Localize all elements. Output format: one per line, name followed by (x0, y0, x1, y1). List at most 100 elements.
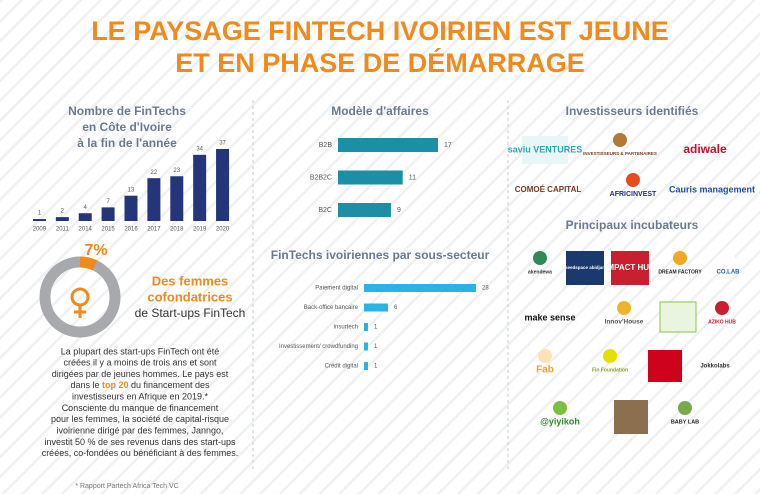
x-tick-label: 2020 (216, 227, 230, 233)
logo-icon (613, 133, 627, 147)
x-tick-label: 2014 (79, 227, 93, 233)
logo: COMOÉ CAPITAL (515, 185, 582, 194)
value-label: 4 (84, 205, 88, 211)
logo-icon (721, 251, 735, 265)
footnote: * Rapport Partech Africa Tech VC (75, 483, 178, 490)
category-label: Crédit digital (325, 364, 358, 370)
x-tick-label: 2017 (147, 227, 161, 233)
logo-icon (603, 349, 617, 363)
donut-segment (79, 256, 98, 271)
chart-title: à la fin de l'année (77, 136, 177, 150)
paragraph: créées, co-fondées ou bénéficiant à des … (42, 448, 239, 458)
bar (124, 195, 138, 221)
logo: saviu VENTURES (508, 144, 583, 154)
logo: akendewa (528, 269, 552, 275)
paragraph: investit 50 % de ses revenus dans des st… (44, 437, 236, 447)
value-label: 1 (38, 211, 42, 217)
chart-title: FinTechs ivoiriennes par sous-secteur (271, 248, 490, 262)
paragraph: dans le top 20 du financement des (70, 380, 210, 390)
logo-box (522, 136, 568, 164)
value-label: 7% (84, 242, 107, 259)
logo-icon (678, 401, 692, 415)
paragraph-segment: dans le (70, 380, 102, 390)
value-label: 1 (374, 364, 378, 370)
value-label: 2 (61, 209, 65, 215)
value-label: 7 (106, 199, 110, 205)
logo: DREAM FACTORY (658, 269, 702, 275)
logo-icon (715, 301, 729, 315)
donut-caption: Des femmes (152, 273, 229, 288)
logo-box (648, 350, 682, 382)
bar (338, 203, 391, 217)
value-label: 6 (394, 305, 398, 311)
logo-icon (673, 251, 687, 265)
value-label: 37 (219, 141, 226, 147)
x-tick-label: 2009 (33, 227, 47, 233)
logo-box (659, 301, 697, 333)
x-tick-label: 2018 (170, 227, 184, 233)
chart-title: en Côte d'Ivoire (82, 120, 172, 134)
logo-icon (553, 401, 567, 415)
category-label: Paiement digital (315, 286, 358, 292)
logo-box (611, 251, 649, 285)
chart-title: Modèle d'affaires (331, 104, 429, 118)
x-tick-label: 2011 (56, 227, 70, 233)
category-label: B2C (318, 207, 332, 214)
value-label: 1 (374, 325, 378, 331)
category-label: B2B2C (310, 174, 332, 181)
value-label: 9 (397, 207, 401, 214)
x-tick-label: 2016 (124, 227, 138, 233)
x-tick-label: 2019 (193, 227, 207, 233)
logo: @yiyikoh (540, 416, 580, 426)
logo: adiwale (683, 142, 727, 156)
bar (338, 170, 403, 185)
logo-box (614, 400, 648, 434)
logo: Fab (536, 365, 554, 376)
value-label: 22 (151, 170, 158, 176)
category-label: Insurtech (333, 325, 358, 331)
bar (364, 323, 368, 331)
title: LE PAYSAGE FINTECH IVOIRIEN EST JEUNE (91, 16, 669, 46)
bar (364, 342, 368, 351)
logo: BABY LAB (671, 419, 699, 425)
logo-box (566, 251, 604, 285)
bar (338, 138, 438, 152)
bar (364, 303, 388, 312)
bar (170, 176, 184, 221)
logo: Innov'House (605, 319, 644, 326)
logo: CO.LAB (717, 270, 741, 276)
category-label: Back-office bancaire (304, 305, 359, 311)
title: ET EN PHASE DE DÉMARRAGE (175, 47, 585, 78)
section-title: Principaux incubateurs (566, 218, 699, 232)
category-label: B2B (319, 142, 333, 149)
logo: Jokkolabs (700, 364, 730, 370)
value-label: 28 (482, 286, 489, 292)
bar (32, 219, 46, 221)
logo-icon (626, 173, 640, 187)
logo: IMPACT HUB (605, 263, 655, 272)
donut-caption: cofondatrices (147, 289, 232, 304)
paragraph: dirigées par de jeunes hommes. Le pays e… (52, 369, 229, 379)
logo: make sense (524, 312, 575, 322)
paragraph-segment: du financement des (128, 380, 210, 390)
value-label: 11 (409, 174, 416, 181)
logo-icon (538, 349, 552, 363)
paragraph: pour les femmes, la société de capital-r… (51, 414, 229, 424)
bar (193, 154, 207, 221)
chart-title: Nombre de FinTechs (68, 104, 186, 118)
logo: INVESTISSEURS & PARTENAIRES (583, 151, 657, 156)
bar (78, 213, 92, 221)
donut-caption: de Start-ups FinTech (135, 306, 246, 320)
bar (216, 149, 230, 221)
paragraph-segment: top 20 (102, 380, 129, 390)
paragraph: Consciente du manque de financement (62, 403, 219, 413)
logo: AZIKO HUB (708, 319, 736, 325)
bar (101, 207, 115, 221)
paragraph: créées il y a moins de trois ans et sont (63, 358, 217, 368)
bar (147, 178, 161, 221)
paragraph: investisseurs en Afrique en 2019.* (72, 392, 209, 402)
value-label: 17 (444, 142, 452, 149)
x-tick-label: 2015 (101, 227, 115, 233)
